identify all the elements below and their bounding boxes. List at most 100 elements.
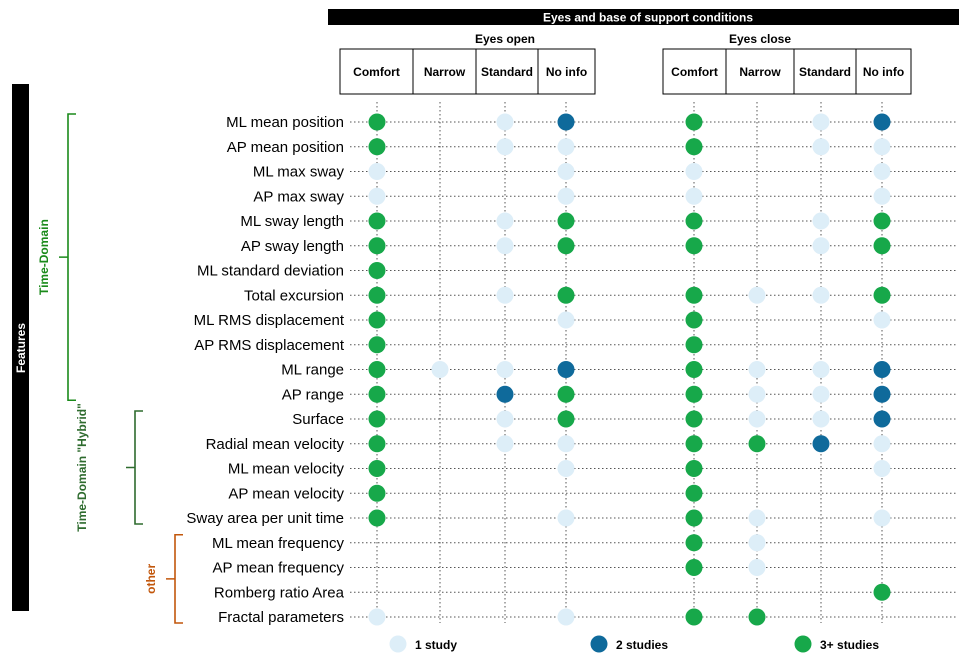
- legend: 1 study 2 studies 3+ studies: [389, 635, 879, 653]
- dot-ml-mean-position-c3-level1: [496, 113, 514, 131]
- dot-ml-max-sway-c5-level1: [685, 163, 703, 180]
- feature-label-ml-sway-length: ML sway length: [240, 213, 344, 230]
- dot-ap-mean-position-c3-level1: [496, 138, 514, 156]
- dot-ml-range-c4-level2: [557, 361, 575, 378]
- dot-fractal-parameters-c6-level3: [748, 608, 766, 626]
- legend-marker-2-studies: [590, 635, 608, 653]
- dot-ap-range-c5-level3: [685, 385, 703, 403]
- dot-sway-area-per-unit-time-c4-level1: [557, 509, 575, 527]
- dot-ml-range-c5-level3: [685, 361, 703, 378]
- feature-label-ml-mean-frequency: ML mean frequency: [212, 535, 345, 552]
- dot-radial-mean-velocity-c5-level3: [685, 435, 703, 453]
- dot-ap-max-sway-c4-level1: [557, 187, 575, 205]
- dot-ml-max-sway-c1-level1: [368, 163, 386, 180]
- dot-total-excursion-c5-level3: [685, 286, 703, 304]
- dot-ml-standard-deviation-c1-level3: [368, 262, 386, 279]
- dot-ap-max-sway-c8-level1: [873, 187, 891, 205]
- column-label-eyes-close-no-info: No info: [863, 65, 904, 79]
- dot-sway-area-per-unit-time-c6-level1: [748, 509, 766, 527]
- feature-label-ap-max-sway: AP max sway: [253, 188, 344, 205]
- dot-ml-rms-displacement-c8-level1: [873, 311, 891, 329]
- dot-total-excursion-c6-level1: [748, 286, 766, 304]
- dot-total-excursion-c8-level3: [873, 286, 891, 304]
- chart-title: Eyes and base of support conditions: [543, 11, 753, 25]
- dot-ml-range-c7-level1: [812, 361, 830, 378]
- feature-label-radial-mean-velocity: Radial mean velocity: [206, 436, 345, 453]
- feature-label-fractal-parameters: Fractal parameters: [218, 609, 344, 626]
- dot-ml-mean-position-c4-level2: [557, 113, 575, 131]
- legend-marker-1-study: [389, 635, 407, 653]
- dot-ml-sway-length-c4-level3: [557, 212, 575, 230]
- dot-ml-sway-length-c5-level3: [685, 212, 703, 230]
- feature-label-total-excursion: Total excursion: [244, 287, 344, 304]
- dot-ml-range-c6-level1: [748, 361, 766, 378]
- dot-ap-sway-length-c3-level1: [496, 237, 514, 255]
- column-label-eyes-close-comfort: Comfort: [671, 65, 718, 79]
- dot-surface-c5-level3: [685, 410, 703, 428]
- dot-fractal-parameters-c1-level1: [368, 608, 386, 626]
- dot-total-excursion-c1-level3: [368, 286, 386, 304]
- dot-total-excursion-c7-level1: [812, 286, 830, 304]
- bracket-time-domain-hybrid: [126, 410, 143, 525]
- dot-ml-rms-displacement-c4-level1: [557, 311, 575, 329]
- study-dots: [368, 113, 891, 626]
- dot-ml-mean-velocity-c5-level3: [685, 460, 703, 477]
- dot-ap-mean-velocity-c5-level3: [685, 484, 703, 502]
- legend-label-3-studies: 3+ studies: [820, 638, 879, 652]
- title-bar: [328, 9, 959, 25]
- group-label-eyes-close: Eyes close: [729, 32, 791, 46]
- dot-ml-mean-position-c5-level3: [685, 113, 703, 131]
- feature-label-ml-rms-displacement: ML RMS displacement: [194, 312, 345, 329]
- group-label-other: other: [144, 564, 158, 594]
- dot-ap-sway-length-c8-level3: [873, 237, 891, 255]
- dot-ap-mean-position-c4-level1: [557, 138, 575, 156]
- dot-ml-rms-displacement-c1-level3: [368, 311, 386, 329]
- row-axis: Features: [12, 84, 29, 611]
- dot-surface-c3-level1: [496, 410, 514, 428]
- feature-label-ml-standard-deviation: ML standard deviation: [197, 263, 344, 280]
- dot-ap-sway-length-c7-level1: [812, 237, 830, 255]
- features-axis-label: Features: [14, 323, 28, 373]
- dot-ml-mean-position-c7-level1: [812, 113, 830, 131]
- chart-header: Eyes and base of support conditions Eyes…: [328, 9, 959, 46]
- dot-romberg-ratio-area-c8-level3: [873, 583, 891, 601]
- dot-surface-c1-level3: [368, 410, 386, 428]
- column-label-eyes-open-narrow: Narrow: [424, 65, 466, 79]
- dot-ap-mean-position-c1-level3: [368, 138, 386, 156]
- dot-ml-mean-velocity-c8-level1: [873, 460, 891, 477]
- dot-ap-sway-length-c5-level3: [685, 237, 703, 255]
- dot-ap-mean-position-c8-level1: [873, 138, 891, 156]
- feature-label-sway-area-per-unit-time: Sway area per unit time: [186, 510, 344, 527]
- dot-ap-mean-frequency-c6-level1: [748, 559, 766, 576]
- dot-ap-mean-velocity-c1-level3: [368, 484, 386, 502]
- dot-ap-sway-length-c1-level3: [368, 237, 386, 255]
- bracket-time-domain: [59, 113, 76, 402]
- feature-label-ap-range: AP range: [282, 386, 344, 403]
- dot-ml-mean-frequency-c6-level1: [748, 534, 766, 552]
- feature-label-ap-mean-position: AP mean position: [227, 139, 344, 156]
- column-label-eyes-close-narrow: Narrow: [739, 65, 781, 79]
- dot-ml-mean-position-c8-level2: [873, 113, 891, 131]
- dot-radial-mean-velocity-c7-level2: [812, 435, 830, 453]
- dot-ap-mean-position-c5-level3: [685, 138, 703, 156]
- group-label-time-domain: Time-Domain: [37, 219, 51, 295]
- dot-ap-rms-displacement-c5-level3: [685, 336, 703, 354]
- dot-surface-c4-level3: [557, 410, 575, 428]
- dot-fractal-parameters-c4-level1: [557, 608, 575, 626]
- dot-ml-range-c2-level1: [431, 361, 449, 378]
- dot-ap-range-c8-level2: [873, 385, 891, 403]
- column-label-eyes-open-standard: Standard: [481, 65, 533, 79]
- legend-label-2-studies: 2 studies: [616, 638, 668, 652]
- dot-ml-mean-velocity-c4-level1: [557, 460, 575, 477]
- dot-surface-c7-level1: [812, 410, 830, 428]
- dot-radial-mean-velocity-c4-level1: [557, 435, 575, 453]
- dot-ml-max-sway-c4-level1: [557, 163, 575, 180]
- dot-ml-sway-length-c3-level1: [496, 212, 514, 230]
- dot-ml-mean-velocity-c1-level3: [368, 460, 386, 477]
- bracket-other: [166, 533, 183, 624]
- feature-label-ml-mean-velocity: ML mean velocity: [228, 461, 345, 478]
- dot-ap-mean-frequency-c5-level3: [685, 559, 703, 576]
- dot-surface-c6-level1: [748, 410, 766, 428]
- dot-sway-area-per-unit-time-c1-level3: [368, 509, 386, 527]
- feature-label-romberg-ratio-area: Romberg ratio Area: [214, 584, 345, 601]
